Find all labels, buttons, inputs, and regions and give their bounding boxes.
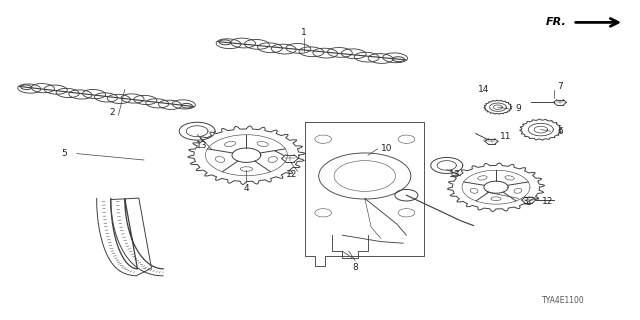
Text: 14: 14: [477, 85, 489, 94]
Text: 6: 6: [557, 127, 563, 136]
Text: 10: 10: [381, 144, 393, 153]
Text: 8: 8: [353, 263, 358, 272]
Text: 13: 13: [449, 170, 460, 179]
Text: FR.: FR.: [546, 17, 566, 28]
Text: 3: 3: [522, 197, 527, 206]
Text: 12: 12: [541, 197, 553, 206]
Text: 4: 4: [244, 184, 249, 193]
Text: 13: 13: [196, 141, 207, 150]
Text: TYA4E1100: TYA4E1100: [542, 296, 584, 305]
Text: 12: 12: [285, 170, 297, 179]
Text: 5: 5: [61, 149, 67, 158]
Text: 9: 9: [516, 104, 521, 113]
Text: 11: 11: [500, 132, 511, 140]
Text: 1: 1: [301, 28, 307, 36]
Text: 2: 2: [109, 108, 115, 116]
Text: 7: 7: [557, 82, 563, 91]
